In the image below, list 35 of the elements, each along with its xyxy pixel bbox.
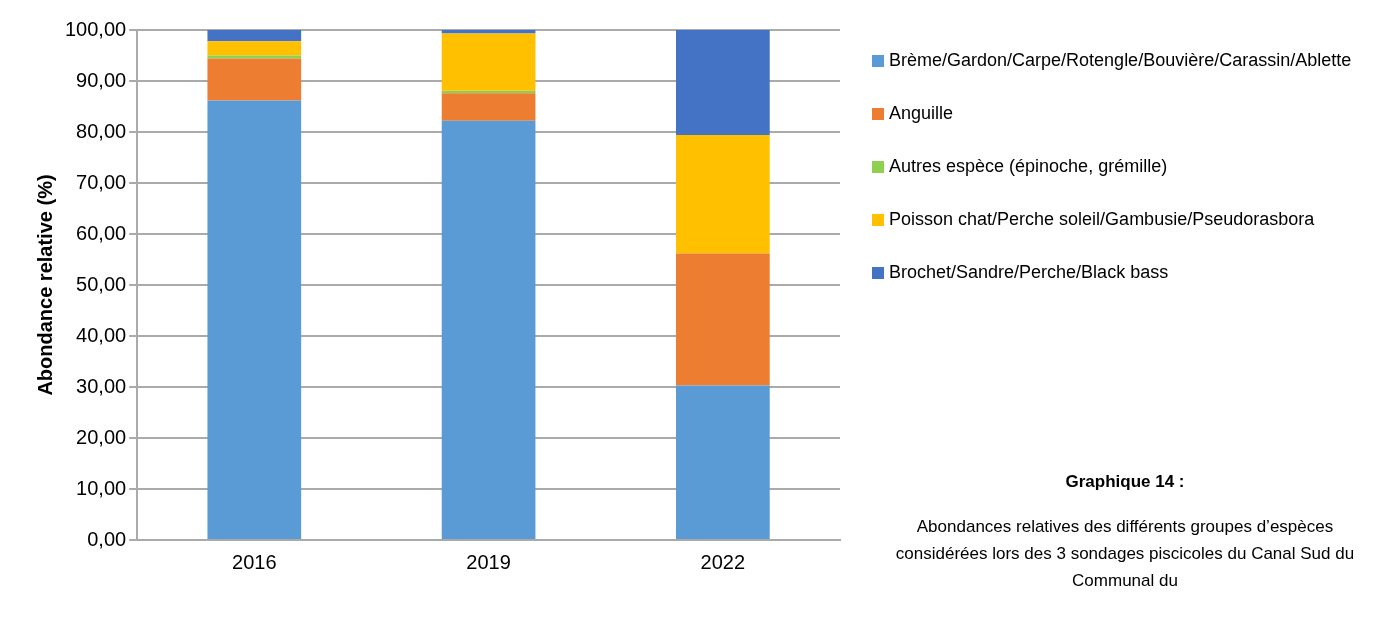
bar: [207, 58, 302, 101]
y-axis-title: Abondance relative (%): [33, 174, 56, 396]
x-tick-label: 2016: [232, 550, 277, 573]
y-tick-label: 60,00: [76, 221, 127, 244]
y-tick-label: 100,00: [65, 17, 127, 40]
y-tick-label: 80,00: [76, 119, 127, 142]
bar: [441, 30, 536, 34]
legend-label: Autres espèce (épinoche, grémille): [889, 155, 1168, 178]
bar: [207, 30, 302, 42]
y-tick-label: 90,00: [76, 68, 127, 91]
x-tick-label: 2019: [466, 550, 511, 573]
bar: [207, 41, 302, 56]
bar: [441, 120, 536, 539]
y-tick-label: 70,00: [76, 170, 127, 193]
bar: [676, 253, 770, 386]
bar: [676, 135, 770, 254]
x-tick-label: 2022: [700, 550, 746, 573]
text: Abondances relatives des différents groupes d’espèces considérées lors des 3 sondages piscicoles du Canal Sud du Communal du: [894, 516, 1356, 592]
y-tick-label: 10,00: [76, 476, 127, 499]
bar: [207, 100, 302, 539]
bar: [441, 33, 536, 91]
bar: [207, 55, 302, 59]
text: Graphique 14 :: [1064, 471, 1186, 493]
y-tick-label: 50,00: [76, 272, 127, 295]
legend-label: Brème/Gardon/Carpe/Rotengle/Bouvière/Carassin/Ablette: [889, 49, 1352, 72]
bar: [676, 30, 770, 136]
y-tick-label: 0,00: [87, 527, 127, 550]
legend-label: Anguille: [889, 102, 954, 125]
bar: [441, 93, 536, 121]
y-tick-label: 40,00: [76, 323, 127, 346]
y-tick-label: 20,00: [76, 425, 127, 448]
legend-label: Brochet/Sandre/Perche/Black bass: [889, 261, 1169, 284]
y-tick-label: 30,00: [76, 374, 127, 397]
legend-label: Poisson chat/Perche soleil/Gambusie/Pseudorasbora: [889, 208, 1315, 231]
bar: [676, 385, 770, 539]
